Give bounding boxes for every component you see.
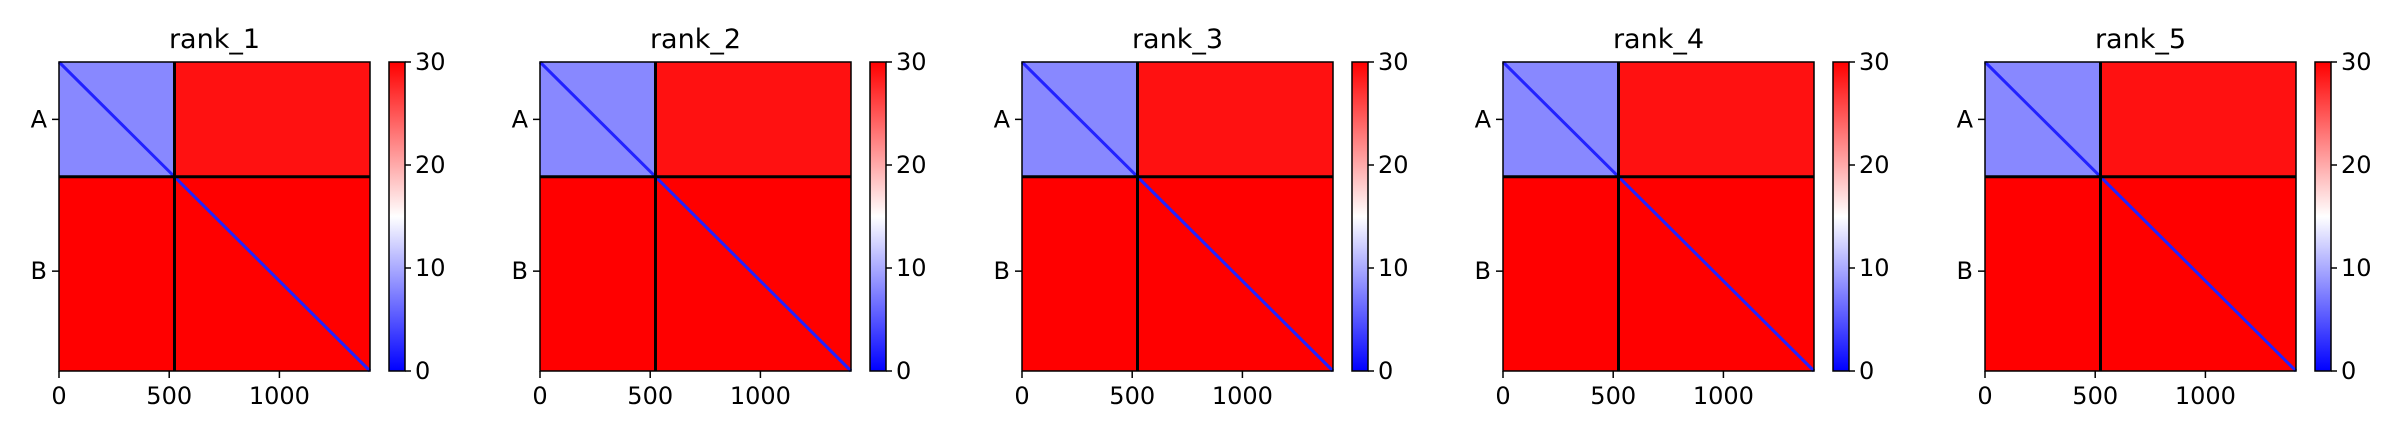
block-a-b: [1618, 62, 1814, 177]
x-tick-label: 500: [146, 382, 192, 410]
colorbar-tick-label: 0: [415, 357, 430, 385]
x-tick-label: 0: [1014, 382, 1029, 410]
x-tick-label: 0: [1977, 382, 1992, 410]
plot-frame: [1984, 61, 2297, 372]
colorbar: [1351, 61, 1369, 372]
block-a-b: [2100, 62, 2296, 177]
y-tick-label: A: [994, 105, 1011, 133]
colorbar-tick-label: 0: [1378, 357, 1393, 385]
diagonal-band: [1501, 60, 1816, 373]
block-b-a: [1022, 176, 1138, 371]
diagonal-band: [1983, 60, 2298, 373]
colorbar: [388, 61, 406, 372]
colorbar-tick-label: 10: [415, 254, 446, 282]
heatmap-panel-5: rank_5 0 500 1000 A B 0 10 20 30: [1957, 24, 2372, 410]
plot-frame: [1021, 61, 1334, 372]
colorbar: [869, 61, 887, 372]
panel-title: rank_1: [169, 24, 260, 55]
block-a-b: [655, 62, 851, 177]
panel-title: rank_2: [650, 24, 741, 55]
plot-frame: [539, 61, 852, 372]
y-tick-label: B: [31, 257, 47, 285]
block-b-a: [1985, 176, 2101, 371]
colorbar-tick-label: 20: [1859, 151, 1890, 179]
x-tick-label: 500: [1590, 382, 1636, 410]
x-tick-label: 500: [1109, 382, 1155, 410]
panel-title: rank_3: [1132, 24, 1223, 55]
x-tick-label: 1000: [1212, 382, 1273, 410]
diagonal-band: [538, 60, 853, 373]
y-tick-label: B: [1957, 257, 1973, 285]
y-tick-label: A: [1957, 105, 1974, 133]
x-tick-label: 1000: [249, 382, 310, 410]
y-tick-label: B: [1475, 257, 1491, 285]
x-tick-label: 1000: [1693, 382, 1754, 410]
plot-frame: [58, 61, 371, 372]
x-tick-label: 1000: [730, 382, 791, 410]
block-b-a: [540, 176, 656, 371]
x-tick-label: 0: [1495, 382, 1510, 410]
heatmap-panel-4: rank_4 0 500 1000 A B 0 10 20 30: [1475, 24, 1890, 410]
block-a-b: [1137, 62, 1333, 177]
colorbar-tick-label: 30: [415, 48, 446, 76]
x-tick-label: 500: [2072, 382, 2118, 410]
x-tick-label: 0: [532, 382, 547, 410]
y-tick-label: B: [994, 257, 1010, 285]
colorbar: [1832, 61, 1850, 372]
panel-title: rank_5: [2095, 24, 2186, 55]
colorbar-tick-label: 10: [2341, 254, 2372, 282]
x-tick-label: 500: [627, 382, 673, 410]
colorbar-tick-label: 0: [896, 357, 911, 385]
panel-title: rank_4: [1613, 24, 1704, 55]
colorbar-tick-label: 10: [896, 254, 927, 282]
y-tick-label: A: [31, 105, 48, 133]
block-a-b: [174, 62, 370, 177]
y-tick-label: A: [512, 105, 529, 133]
heatmap-panel-1: rank_1 0 500 1000 A B 0 10 20 30: [31, 24, 446, 410]
colorbar-tick-label: 10: [1378, 254, 1409, 282]
x-tick-label: 0: [51, 382, 66, 410]
colorbar: [2314, 61, 2332, 372]
x-tick-label: 1000: [2175, 382, 2236, 410]
colorbar-tick-label: 20: [415, 151, 446, 179]
heatmap-panel-3: rank_3 0 500 1000 A B 0 10 20 30: [994, 24, 1409, 410]
colorbar-tick-label: 20: [896, 151, 927, 179]
diagonal-band: [57, 60, 372, 373]
block-b-a: [1503, 176, 1619, 371]
block-b-a: [59, 176, 175, 371]
colorbar-tick-label: 0: [1859, 357, 1874, 385]
colorbar-tick-label: 30: [896, 48, 927, 76]
diagonal-band: [1020, 60, 1335, 373]
y-tick-label: A: [1475, 105, 1492, 133]
colorbar-tick-label: 30: [2341, 48, 2372, 76]
colorbar-tick-label: 30: [1378, 48, 1409, 76]
colorbar-tick-label: 20: [2341, 151, 2372, 179]
colorbar-tick-label: 10: [1859, 254, 1890, 282]
colorbar-tick-label: 0: [2341, 357, 2356, 385]
plot-frame: [1502, 61, 1815, 372]
colorbar-tick-label: 30: [1859, 48, 1890, 76]
colorbar-tick-label: 20: [1378, 151, 1409, 179]
y-tick-label: B: [512, 257, 528, 285]
heatmap-panel-2: rank_2 0 500 1000 A B 0 10 20 30: [512, 24, 927, 410]
